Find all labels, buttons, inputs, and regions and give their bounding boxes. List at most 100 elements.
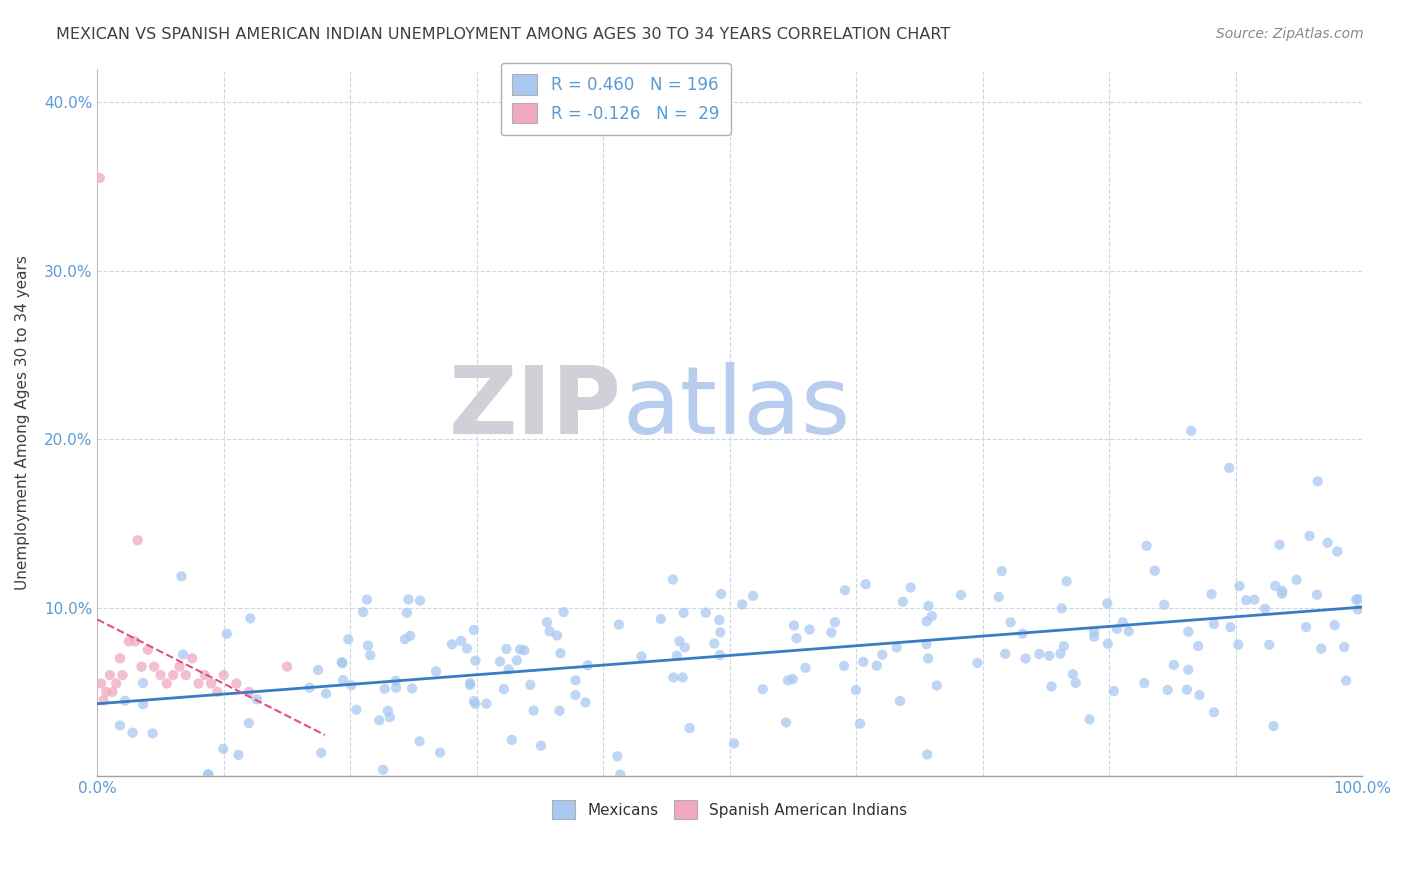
Point: [900, 581, 922, 595]
Point: [194, 668, 217, 682]
Point: [1347, 602, 1369, 616]
Point: [915, 637, 938, 651]
Point: [181, 651, 204, 665]
Point: [886, 640, 908, 655]
Point: [200, 676, 222, 690]
Point: [149, 668, 172, 682]
Point: [723, 736, 745, 750]
Point: [98, 668, 121, 682]
Point: [225, 676, 247, 690]
Point: [475, 697, 498, 711]
Point: [307, 663, 329, 677]
Point: [1157, 682, 1180, 697]
Point: [132, 676, 155, 690]
Point: [1118, 624, 1140, 639]
Point: [344, 703, 367, 717]
Point: [143, 659, 166, 673]
Point: [1112, 615, 1135, 630]
Point: [374, 681, 396, 696]
Point: [212, 742, 235, 756]
Point: [536, 615, 558, 630]
Point: [574, 695, 596, 709]
Point: [990, 564, 1012, 578]
Point: [207, 685, 229, 699]
Point: [820, 625, 842, 640]
Point: [1177, 663, 1199, 677]
Point: [1264, 579, 1286, 593]
Point: [464, 697, 486, 711]
Point: [1143, 564, 1166, 578]
Point: [1056, 574, 1078, 589]
Point: [215, 626, 238, 640]
Point: [921, 609, 943, 624]
Text: Source: ZipAtlas.com: Source: ZipAtlas.com: [1216, 27, 1364, 41]
Point: [917, 599, 939, 613]
Text: MEXICAN VS SPANISH AMERICAN INDIAN UNEMPLOYMENT AMONG AGES 30 TO 34 YEARS CORREL: MEXICAN VS SPANISH AMERICAN INDIAN UNEMP…: [56, 27, 950, 42]
Point: [866, 658, 889, 673]
Point: [519, 678, 541, 692]
Point: [450, 634, 472, 648]
Point: [710, 587, 733, 601]
Point: [114, 694, 136, 708]
Point: [1083, 624, 1105, 639]
Point: [1243, 592, 1265, 607]
Point: [987, 590, 1010, 604]
Point: [156, 676, 179, 690]
Point: [162, 668, 184, 682]
Point: [650, 612, 672, 626]
Point: [1135, 539, 1157, 553]
Point: [513, 643, 536, 657]
Point: [1175, 682, 1198, 697]
Point: [105, 676, 128, 690]
Point: [1295, 620, 1317, 634]
Point: [1323, 618, 1346, 632]
Point: [1188, 688, 1211, 702]
Point: [852, 655, 875, 669]
Point: [1097, 637, 1119, 651]
Point: [606, 749, 628, 764]
Point: [357, 639, 380, 653]
Point: [671, 671, 693, 685]
Point: [401, 681, 423, 696]
Point: [359, 648, 381, 663]
Point: [131, 659, 153, 673]
Point: [742, 589, 765, 603]
Point: [1326, 544, 1348, 558]
Point: [509, 642, 531, 657]
Point: [1083, 630, 1105, 644]
Point: [1285, 573, 1308, 587]
Point: [136, 642, 159, 657]
Point: [132, 698, 155, 712]
Point: [538, 624, 561, 639]
Point: [330, 656, 353, 670]
Point: [1102, 684, 1125, 698]
Point: [1258, 638, 1281, 652]
Point: [394, 632, 416, 647]
Point: [212, 668, 235, 682]
Point: [142, 726, 165, 740]
Point: [111, 668, 134, 682]
Point: [368, 714, 391, 728]
Point: [378, 710, 401, 724]
Point: [1187, 639, 1209, 653]
Point: [463, 694, 485, 708]
Point: [172, 648, 194, 662]
Point: [1000, 615, 1022, 630]
Point: [495, 641, 517, 656]
Point: [523, 704, 546, 718]
Point: [118, 634, 141, 648]
Point: [429, 746, 451, 760]
Point: [408, 734, 430, 748]
Point: [456, 641, 478, 656]
Point: [1298, 529, 1320, 543]
Point: [668, 634, 690, 648]
Point: [395, 606, 418, 620]
Point: [915, 615, 938, 629]
Point: [108, 651, 131, 665]
Point: [228, 747, 250, 762]
Point: [239, 611, 262, 625]
Point: [399, 629, 422, 643]
Point: [121, 725, 143, 739]
Point: [94, 685, 117, 699]
Point: [506, 653, 529, 667]
